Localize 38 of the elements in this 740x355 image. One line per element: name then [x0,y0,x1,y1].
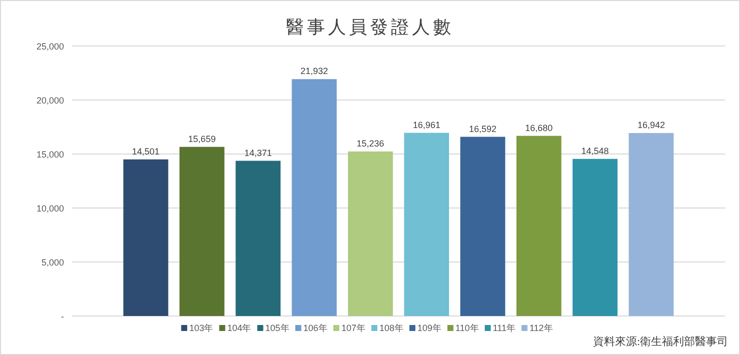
legend-label: 110年 [455,323,479,333]
legend-label: 104年 [227,323,252,333]
y-tick-label: 20,000 [36,96,64,106]
data-label: 15,659 [188,134,216,144]
data-label: 14,548 [581,146,609,156]
y-tick-label: 25,000 [36,42,64,52]
bar [123,159,168,316]
bar [179,146,224,316]
y-tick-label: 5,000 [41,258,64,268]
data-label: 14,501 [132,146,160,156]
y-tick-label: 10,000 [36,204,64,214]
legend-label: 112年 [529,323,553,333]
legend-label: 103年 [189,323,214,333]
data-label: 21,932 [300,66,328,76]
data-label: 16,592 [468,124,497,134]
data-label: 14,371 [244,148,272,158]
data-label: 16,942 [637,120,665,130]
y-tick-label: - [61,312,64,322]
data-label: 15,236 [356,138,384,148]
data-label: 16,680 [525,122,553,133]
y-tick-label: 15,000 [36,150,64,160]
legend-label: 105年 [265,323,290,333]
chart-title: 醫事人員發證人數 [286,17,454,37]
data-label: 16,961 [412,120,440,130]
legend-label: 108年 [379,323,404,333]
bar [236,160,281,316]
legend-label: 107年 [341,323,366,333]
bar [292,79,337,316]
legend-label: 111年 [492,323,516,333]
bar [348,151,393,316]
bar [404,132,450,316]
bar [628,133,674,316]
legend-label: 109年 [417,323,442,333]
legend-label: 106年 [303,323,328,333]
bar [572,158,618,316]
bar [516,136,562,316]
bar [460,136,506,316]
source-note: 資料來源:衛生福利部醫事司 [592,335,728,348]
